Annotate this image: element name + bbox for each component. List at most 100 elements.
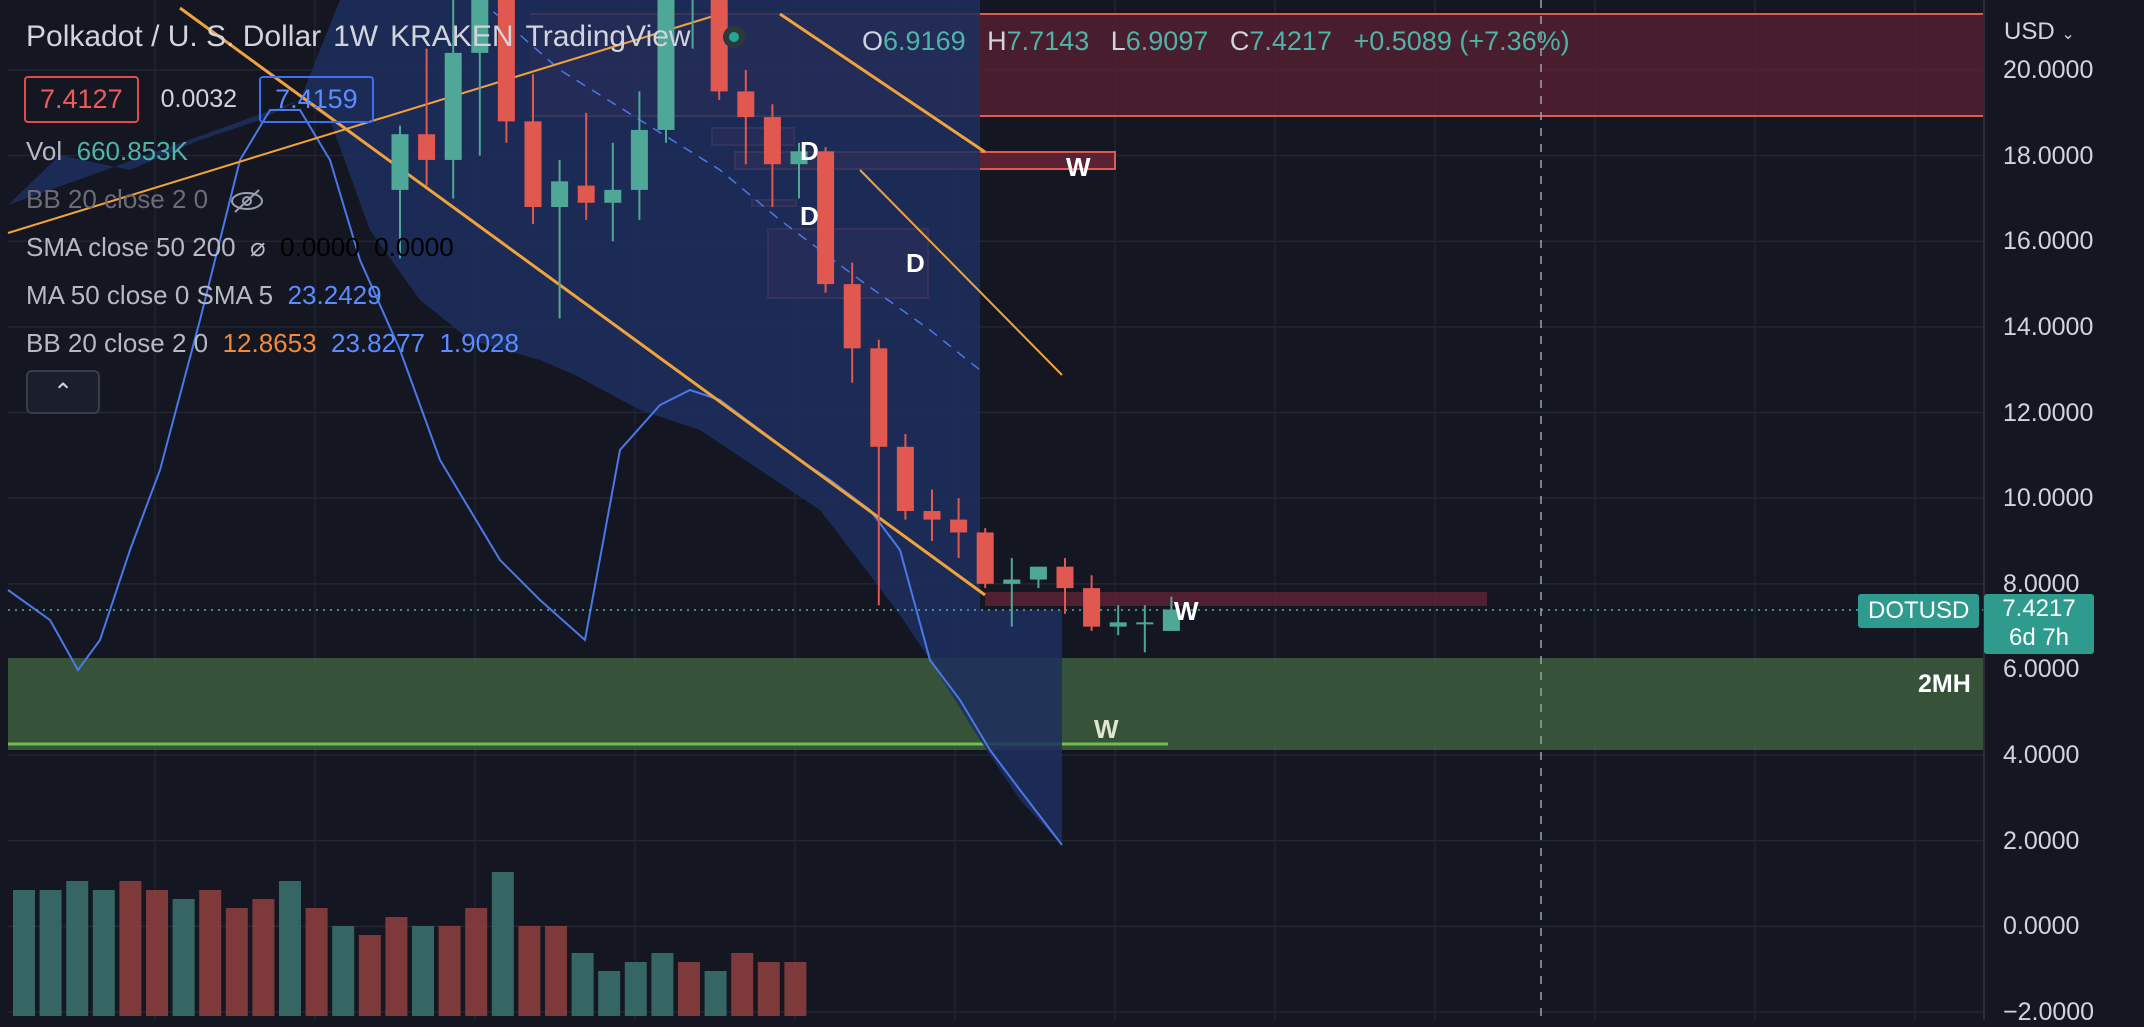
symbol-name[interactable]: Polkadot / U. S. Dollar [26, 20, 322, 53]
annot-d-2: D [800, 201, 819, 231]
chart-header: Polkadot / U. S. Dollar 1W KRAKEN Tradin… [26, 20, 757, 54]
candle-body [870, 348, 888, 447]
volume-bar [757, 962, 780, 1016]
candle-body [630, 129, 648, 190]
volume-bar [119, 881, 142, 1016]
candle-body [1003, 579, 1021, 584]
volume-bar [491, 872, 514, 1016]
volume-bar [465, 908, 488, 1016]
open-value: 6.9169 [883, 26, 966, 56]
price-tick-label: 8.0000 [2003, 569, 2080, 598]
zone-label-2mh: 2MH [1918, 670, 1971, 698]
candle-body [1109, 622, 1127, 627]
candle-body [551, 181, 569, 208]
volume-bar [651, 953, 674, 1016]
volume-bar [172, 899, 195, 1016]
ascending-trendline [7, 13, 721, 234]
close-label: C [1229, 26, 1250, 56]
hidden-eye-icon[interactable] [229, 188, 265, 214]
symbol-price-tag: DOTUSD [1858, 594, 1980, 628]
change-value: +0.5089 (+7.36%) [1353, 26, 1570, 56]
bb-basis-line [479, 0, 981, 371]
volume-bar [678, 962, 700, 1016]
bar-countdown: 6d 7h [2008, 624, 2070, 651]
price-tick-label: 12.0000 [2003, 398, 2094, 427]
interval[interactable]: 1W [333, 20, 379, 53]
volume-bar [199, 890, 222, 1016]
buy-button[interactable]: 7.4159 [259, 76, 374, 123]
volume-bar [225, 908, 248, 1016]
candle-body [790, 151, 808, 165]
candle-body [1056, 566, 1074, 589]
bollinger-band [7, 0, 1063, 846]
volume-bar [598, 971, 621, 1016]
candle-body [391, 134, 409, 190]
candle-body [923, 511, 941, 520]
low-value: 6.9097 [1125, 26, 1209, 56]
candle-body [843, 284, 861, 349]
volume-bar [571, 953, 594, 1016]
sma-label: SMA close 50 200 [26, 232, 236, 262]
candle-body [1162, 609, 1180, 631]
bb-hidden-legend[interactable]: BB 20 close 2 0 [26, 184, 265, 215]
annot-w-2: W [1174, 596, 1199, 626]
candle-body [657, 0, 675, 130]
bb-value-3: 1.9028 [439, 328, 519, 358]
candle-body [497, 0, 515, 122]
candle-body [418, 134, 436, 160]
ma-value: 23.2429 [287, 280, 382, 310]
bb-hidden-label: BB 20 close 2 0 [26, 184, 209, 214]
price-tick-label: 2.0000 [2003, 826, 2080, 855]
candle-body [604, 189, 622, 203]
spread-value: 0.0032 [160, 85, 238, 113]
candle-body [950, 519, 968, 533]
volume-bar [92, 890, 115, 1016]
volume-bar [305, 908, 328, 1016]
trendlines [7, 6, 1063, 597]
price-tick-label: 18.0000 [2003, 141, 2094, 170]
volume-value: 660.853K [76, 136, 188, 166]
bb-value-2: 23.8277 [331, 328, 425, 358]
volume-legend[interactable]: Vol 660.853K [26, 136, 188, 167]
candle-body [1083, 588, 1101, 627]
open-label: O [862, 26, 884, 56]
price-tick-label: 16.0000 [2003, 227, 2094, 256]
close-value: 7.4217 [1249, 26, 1332, 56]
volume-bar [252, 899, 275, 1016]
candle-body [1029, 566, 1047, 580]
collapse-legend-button[interactable]: ⌃ [26, 370, 100, 414]
quote-row: 7.4127 0.0032 7.4159 [24, 76, 374, 123]
volume-bar [784, 962, 807, 1016]
volume-bar [385, 917, 408, 1016]
bb-legend[interactable]: BB 20 close 2 0 12.8653 23.8277 1.9028 [26, 328, 519, 359]
candle-body [524, 121, 542, 208]
last-price-value: 7.4217 [2002, 595, 2076, 622]
high-value: 7.7143 [1006, 26, 1090, 56]
volume-bar [624, 962, 647, 1016]
price-tick-label: −2.0000 [2003, 998, 2095, 1026]
candle-body [577, 185, 595, 203]
ohlc-readout: O6.9169 H7.7143 L6.9097 C7.4217 +0.5089 … [862, 26, 1584, 57]
candle-body [763, 117, 781, 165]
price-tick-label: 6.0000 [2003, 655, 2080, 684]
volume-bar [545, 926, 567, 1016]
price-tick-label: 20.0000 [2003, 56, 2094, 84]
candle-body [710, 0, 728, 92]
annot-d-1: D [800, 136, 819, 166]
data-source: TradingView [525, 20, 691, 53]
volume-bar [39, 890, 62, 1016]
volume-bar [146, 890, 168, 1016]
bb-fill [8, 0, 1062, 845]
market-status-icon[interactable] [722, 26, 745, 48]
sma-symbol: ⌀ [250, 232, 266, 262]
ma-legend[interactable]: MA 50 close 0 SMA 5 23.2429 [26, 280, 382, 311]
currency-selector[interactable]: USD ⌄ [2004, 18, 2075, 46]
price-tick-label: 10.0000 [2003, 484, 2094, 513]
annot-d-3: D [906, 248, 925, 278]
volume-bar [412, 926, 434, 1016]
volume-bar [731, 953, 754, 1016]
sell-button[interactable]: 7.4127 [24, 76, 139, 123]
sma-legend[interactable]: SMA close 50 200 ⌀ 0.0000 0.0000 [26, 232, 454, 263]
weekly-resistance-low-box [985, 592, 1487, 606]
